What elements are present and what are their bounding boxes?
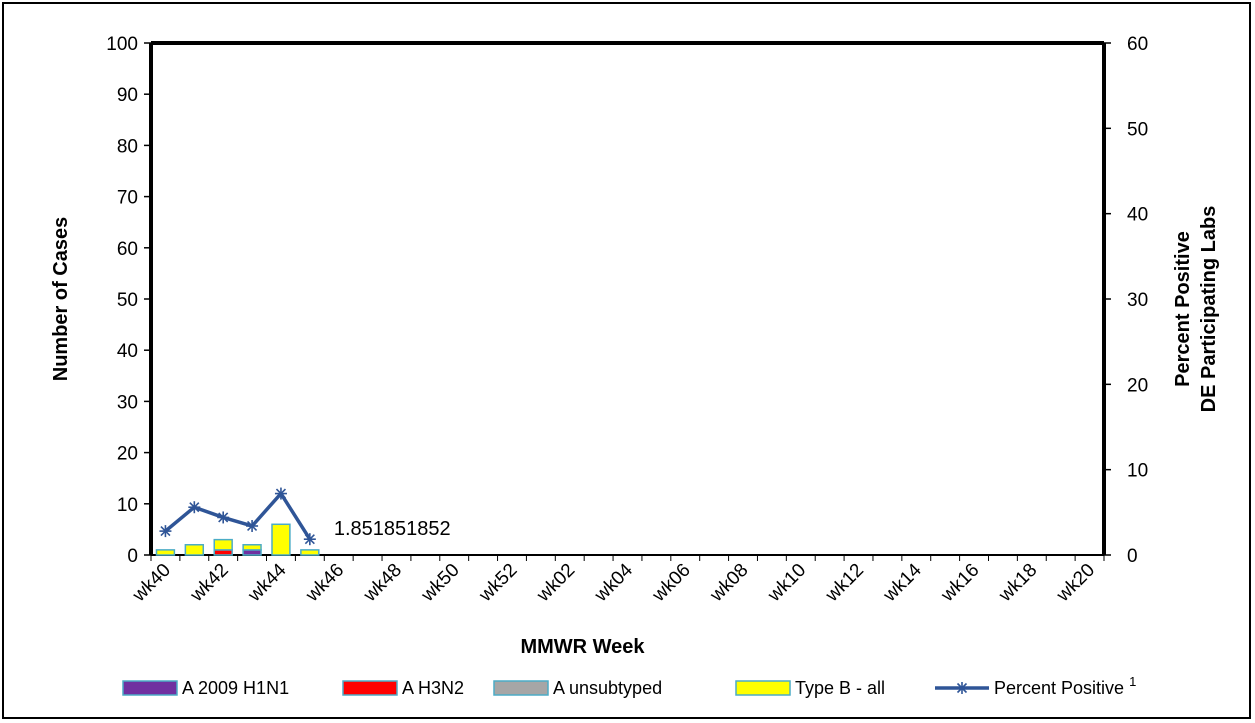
y-tick-label: 20 (117, 444, 138, 465)
x-tick-label: wk12 (821, 560, 868, 607)
legend-label: Type B - all (795, 678, 885, 698)
bar-segment (213, 538, 233, 551)
x-tick-label: wk06 (648, 560, 695, 607)
y2-tick-label: 40 (1127, 205, 1148, 226)
y2-tick-label: 10 (1127, 461, 1148, 482)
x-tick-label: wk20 (1052, 560, 1099, 607)
x-tick-label: wk10 (763, 560, 810, 607)
y-tick-label: 40 (117, 341, 138, 362)
y-axis-title: Number of Cases (50, 217, 72, 382)
legend-line-marker (956, 682, 968, 694)
percent-positive-marker (274, 487, 287, 500)
legend: A 2009 H1N1 A H3N2 A unsubtyped Type B - al… (122, 674, 1136, 698)
legend-label: A unsubtyped (553, 678, 662, 698)
y-tick-label: 30 (117, 392, 138, 413)
legend-swatch (342, 680, 398, 696)
x-tick-label: wk42 (186, 560, 233, 607)
bar-segment (184, 544, 205, 556)
x-tick-label: wk46 (301, 560, 348, 607)
axes (144, 41, 1111, 561)
bar-segment (242, 549, 262, 556)
legend-swatch (735, 680, 791, 696)
percent-positive-marker (159, 525, 172, 538)
x-tick-label: wk02 (532, 560, 579, 607)
percent-positive-marker (246, 519, 259, 532)
y-tick-label: 0 (127, 546, 138, 567)
x-tick-label: wk48 (359, 560, 406, 607)
x-axis-title: MMWR Week (520, 636, 645, 658)
y2-axis-title-line-2: DE Participating Labs (1198, 206, 1220, 413)
y-tick-label: 70 (117, 188, 138, 209)
bar-segment (155, 549, 176, 556)
y2-tick-label: 50 (1127, 119, 1148, 140)
legend-superscript: 1 (1129, 674, 1136, 689)
y2-tick-label: 30 (1127, 290, 1148, 311)
y-tick-label: 10 (117, 495, 138, 516)
y2-tick-label: 0 (1127, 546, 1138, 567)
legend-label: A 2009 H1N1 (182, 678, 289, 698)
x-tick-label: wk16 (937, 560, 984, 607)
x-tick-label: wk18 (994, 560, 1041, 607)
percent-positive-marker (217, 511, 230, 524)
bar-segment (213, 549, 233, 556)
bars (155, 523, 320, 556)
legend-swatch (122, 680, 178, 696)
percent-positive-line (159, 487, 316, 546)
legend-label: Percent Positive 1 (994, 674, 1136, 698)
percent-positive-marker (303, 533, 316, 546)
y2-axis-title-line-1: Percent Positive (1172, 231, 1194, 387)
x-tick-label: wk44 (244, 559, 291, 606)
bar-segment (242, 544, 262, 551)
x-tick-label: wk52 (475, 560, 522, 607)
bar-segment (300, 549, 320, 556)
percent-positive-marker (188, 501, 201, 514)
y-tick-label: 50 (117, 290, 138, 311)
legend-label: A H3N2 (402, 678, 464, 698)
legend-swatch (493, 680, 549, 696)
x-tick-label: wk14 (879, 559, 926, 606)
x-tick-label: wk50 (417, 560, 464, 607)
y2-tick-label: 60 (1127, 34, 1148, 55)
x-tick-label: wk04 (590, 559, 637, 606)
y-tick-label: 100 (106, 34, 138, 55)
y-tick-label: 90 (117, 85, 138, 106)
y-tick-label: 80 (117, 136, 138, 157)
last-value-annotation: 1.851851852 (334, 518, 451, 540)
y-tick-label: 60 (117, 239, 138, 260)
y2-tick-label: 20 (1127, 375, 1148, 396)
bar-segment (271, 523, 291, 556)
x-tick-label: wk08 (706, 560, 753, 607)
